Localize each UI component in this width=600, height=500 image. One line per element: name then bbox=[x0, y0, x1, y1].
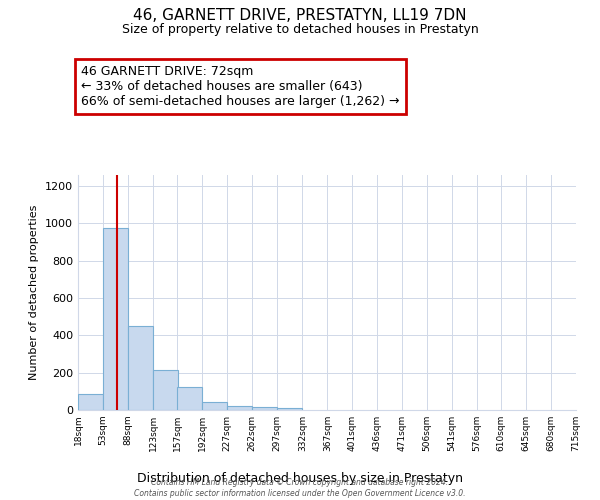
Text: Distribution of detached houses by size in Prestatyn: Distribution of detached houses by size … bbox=[137, 472, 463, 485]
Text: 46, GARNETT DRIVE, PRESTATYN, LL19 7DN: 46, GARNETT DRIVE, PRESTATYN, LL19 7DN bbox=[133, 8, 467, 22]
Bar bbox=[202, 402, 227, 410]
Bar bbox=[277, 408, 302, 410]
Text: Size of property relative to detached houses in Prestatyn: Size of property relative to detached ho… bbox=[122, 22, 478, 36]
Bar bbox=[227, 406, 253, 410]
Bar bbox=[128, 326, 153, 410]
Y-axis label: Number of detached properties: Number of detached properties bbox=[29, 205, 40, 380]
Bar bbox=[253, 407, 277, 410]
Text: Contains HM Land Registry data © Crown copyright and database right 2024.
Contai: Contains HM Land Registry data © Crown c… bbox=[134, 478, 466, 498]
Text: 46 GARNETT DRIVE: 72sqm
← 33% of detached houses are smaller (643)
66% of semi-d: 46 GARNETT DRIVE: 72sqm ← 33% of detache… bbox=[81, 65, 400, 108]
Bar bbox=[153, 370, 178, 410]
Bar bbox=[103, 228, 128, 410]
Bar bbox=[178, 386, 202, 410]
Bar bbox=[78, 394, 103, 410]
